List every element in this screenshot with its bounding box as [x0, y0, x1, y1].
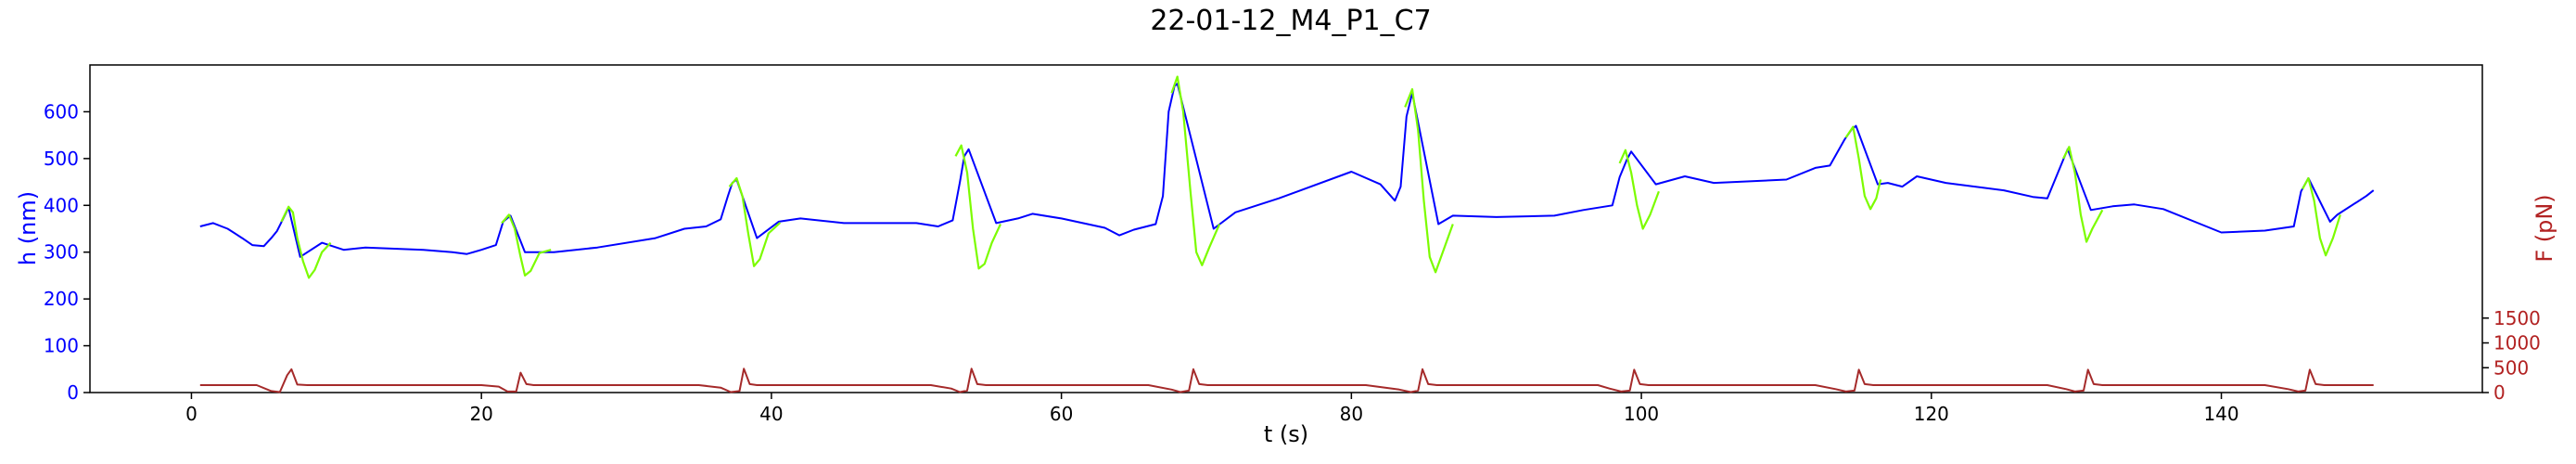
indentation-segment-6	[1618, 148, 1660, 230]
right-axis-label: F (pN)	[2531, 194, 2557, 262]
x-tick-label: 20	[469, 403, 492, 425]
plot-frame	[89, 64, 2483, 393]
chart-title: 22-01-12_M4_P1_C7	[1150, 5, 1431, 37]
series-layer	[199, 75, 2375, 393]
indentation-segment-0	[280, 205, 332, 279]
left-y-tick-label: 300	[44, 241, 79, 264]
right-y-tick-label: 1000	[2493, 332, 2541, 354]
right-y-tick-label: 1500	[2493, 307, 2541, 329]
indentation-segment-3	[954, 144, 1001, 270]
x-tick-label: 140	[2203, 403, 2238, 425]
left-y-tick-label: 200	[44, 288, 79, 310]
indentation-segment-2	[728, 176, 782, 267]
x-tick-label: 60	[1050, 403, 1073, 425]
left-y-tick-label: 100	[44, 335, 79, 357]
indentation-segment-7	[1844, 125, 1882, 211]
series-line-2	[199, 367, 2374, 393]
x-tick-label: 100	[1624, 403, 1659, 425]
left-axis-label: h (nm)	[15, 191, 41, 265]
left-y-tick-label: 600	[44, 100, 79, 122]
left-y-tick-label: 0	[67, 381, 79, 404]
x-tick-label: 0	[185, 403, 198, 425]
left-y-tick-label: 400	[44, 194, 79, 216]
indentation-segment-5	[1404, 88, 1454, 274]
series-line-0	[199, 83, 2375, 258]
right-y-tick-label: 500	[2493, 356, 2529, 379]
indentation-segment-8	[2062, 146, 2104, 243]
left-y-tick-label: 500	[44, 148, 79, 170]
ticks-layer: 0 20 40 60 80 100 120 1400100200300400500600050…	[44, 100, 2541, 425]
indentation-segment-4	[1170, 75, 1221, 266]
x-axis-label: t (s)	[1264, 421, 1308, 447]
right-y-tick-label: 0	[2493, 381, 2506, 404]
x-tick-label: 40	[759, 403, 783, 425]
x-tick-label: 120	[1914, 403, 1949, 425]
x-tick-label: 80	[1340, 403, 1363, 425]
indentation-segment-1	[501, 213, 552, 277]
indentation-segment-9	[2302, 176, 2341, 257]
